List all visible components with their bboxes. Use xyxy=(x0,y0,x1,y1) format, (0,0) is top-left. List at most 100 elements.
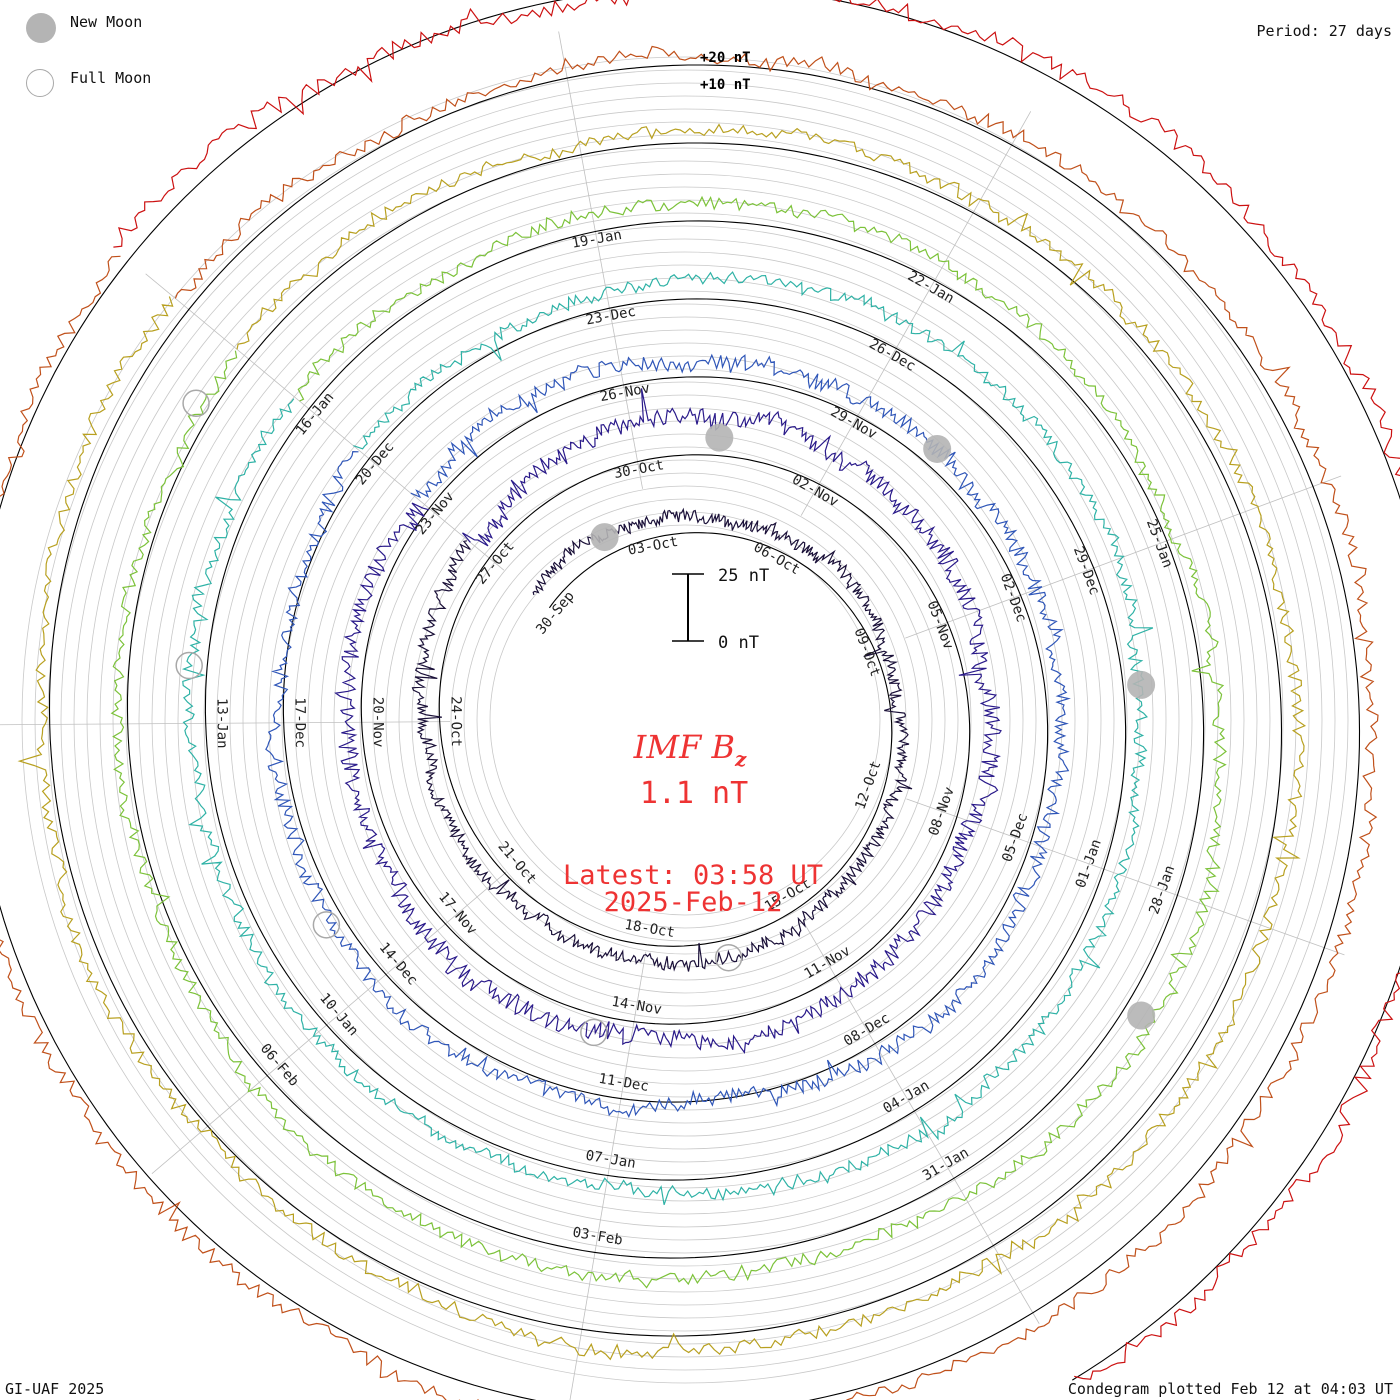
date-tick-label: 07-Jan xyxy=(584,1148,637,1172)
ring-label-20: +20 nT xyxy=(700,50,751,66)
date-tick-label: 26-Nov xyxy=(599,380,652,405)
date-tick-label: 18-Oct xyxy=(623,917,676,941)
date-tick-label: 29-Dec xyxy=(1070,544,1103,597)
series-line-7 xyxy=(0,45,1379,1400)
grid-ring xyxy=(307,342,1063,1098)
chart-title: IMF Bz xyxy=(633,728,747,771)
grid-ring xyxy=(203,238,1167,1202)
date-tick-label: 06-Feb xyxy=(257,1041,302,1090)
date-tick-label: 11-Dec xyxy=(597,1071,650,1095)
date-tick-label: 28-Jan xyxy=(1146,863,1178,916)
grid-ring xyxy=(216,251,1154,1189)
grid-ring xyxy=(281,316,1089,1124)
new-moon-marker xyxy=(923,434,952,463)
grid-ring xyxy=(47,82,1323,1358)
new-moon-legend-icon xyxy=(26,13,56,43)
radial-spoke xyxy=(151,872,507,1174)
date-tick-label: 21-Oct xyxy=(494,839,539,888)
new-moon-marker xyxy=(1127,1001,1156,1030)
grid-ring xyxy=(268,303,1102,1137)
date-tick-label: 03-Feb xyxy=(571,1225,624,1249)
grid-ring xyxy=(125,160,1245,1280)
date-tick-label: 19-Jan xyxy=(570,227,623,252)
series-line-1 xyxy=(411,507,913,972)
grid-ring xyxy=(60,95,1310,1345)
new-moon-marker xyxy=(705,423,734,452)
radial-spoke xyxy=(906,798,1345,956)
grid-ring xyxy=(73,108,1297,1332)
grid-ring xyxy=(450,485,920,955)
date-tick-label: 05-Dec xyxy=(999,811,1031,864)
spoke-layer xyxy=(0,31,1345,1400)
date-tick-label: 25-Jan xyxy=(1143,517,1176,570)
date-tick-label: 14-Dec xyxy=(376,940,421,989)
full-moon-marker xyxy=(714,943,743,972)
moon-layer xyxy=(175,389,1156,1047)
date-tick-label: 17-Nov xyxy=(435,889,480,938)
radial-spoke xyxy=(803,922,1040,1324)
grid-ring xyxy=(229,264,1141,1176)
scale-bar: 25 nT 0 nT xyxy=(672,566,769,653)
grid-ring xyxy=(424,459,946,981)
grid-ring xyxy=(138,173,1232,1267)
date-tick-label: 05-Nov xyxy=(924,599,957,652)
radial-spoke xyxy=(145,273,505,571)
grid-ring xyxy=(86,121,1284,1319)
new-moon-marker xyxy=(590,523,619,552)
date-tick-label: 13-Jan xyxy=(214,698,230,749)
date-tick-label: 30-Oct xyxy=(613,457,666,482)
date-tick-label: 23-Dec xyxy=(585,304,638,329)
grid-ring xyxy=(34,69,1336,1371)
series-line-8 xyxy=(113,0,1400,1380)
series-line-3 xyxy=(265,353,1071,1118)
date-tick-label: 20-Nov xyxy=(370,697,386,748)
date-tick-label: 24-Oct xyxy=(448,696,464,747)
radial-spoke xyxy=(800,111,1032,516)
grid-ring xyxy=(411,446,959,994)
date-tick-label: 30-Sep xyxy=(533,588,578,637)
grid-ring xyxy=(190,225,1180,1215)
series-line-4 xyxy=(181,271,1154,1205)
new-moon-marker xyxy=(1127,670,1156,699)
period-label: Period: 27 days xyxy=(1256,22,1392,40)
date-tick-label: 01-Jan xyxy=(1073,837,1105,890)
date-tick-label: 22-Jan xyxy=(905,268,957,307)
date-tick-label: 17-Dec xyxy=(292,697,308,748)
date-tick-label: 08-Dec xyxy=(841,1010,893,1049)
radial-spoke xyxy=(0,721,451,726)
grid-ring xyxy=(372,407,998,1033)
credit-label: GI-UAF 2025 xyxy=(5,1380,105,1398)
grid-ring xyxy=(242,277,1128,1163)
date-tick-label: 14-Nov xyxy=(610,994,663,1018)
grid-ring xyxy=(333,368,1037,1072)
latest-date: 2025-Feb-12 xyxy=(604,887,783,918)
new-moon-legend-label: New Moon xyxy=(70,13,143,31)
date-tick-label: 03-Oct xyxy=(627,534,680,559)
full-moon-marker xyxy=(580,1018,608,1047)
date-tick-label: 10-Jan xyxy=(316,990,361,1039)
full-moon-marker xyxy=(175,651,203,680)
chart-title-main: IMF B xyxy=(633,728,735,766)
grid-ring xyxy=(398,433,972,1007)
full-moon-legend-label: Full Moon xyxy=(70,69,152,87)
date-tick-label: 26-Dec xyxy=(866,336,918,375)
grid-ring xyxy=(255,290,1115,1150)
series-line-2 xyxy=(334,388,1002,1054)
grid-ring xyxy=(320,355,1050,1085)
scale-bar-top-label: 25 nT xyxy=(718,566,769,586)
date-tick-label: 02-Nov xyxy=(789,472,841,511)
date-tick-label: 29-Nov xyxy=(828,404,880,443)
grid-layer xyxy=(21,56,1349,1384)
grid-ring xyxy=(437,472,933,968)
plotted-timestamp: Condegram plotted Feb 12 at 04:03 UT xyxy=(1067,1380,1393,1398)
grid-ring xyxy=(164,199,1206,1241)
chart-title-subscript: z xyxy=(734,747,747,771)
date-tick-label: 02-Dec xyxy=(997,572,1030,625)
series-line-5 xyxy=(110,195,1227,1289)
grid-ring xyxy=(112,147,1258,1293)
grid-ring xyxy=(294,329,1076,1111)
